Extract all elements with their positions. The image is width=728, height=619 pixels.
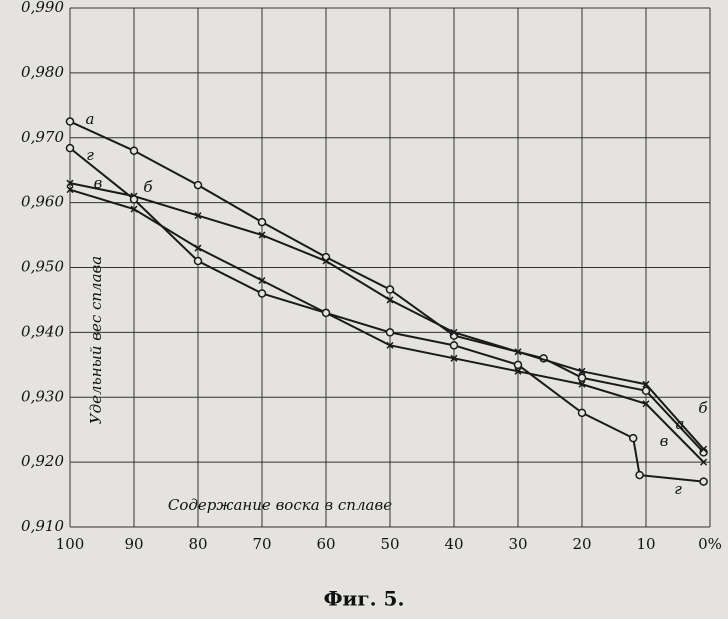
y-tick-label: 0,950 xyxy=(21,258,64,276)
point xyxy=(514,367,522,375)
x-tick-label: 90 xyxy=(124,535,143,553)
x-tick-label: 20 xyxy=(572,535,591,553)
point xyxy=(129,146,139,155)
series-line xyxy=(69,147,704,483)
x-tick-label: 40 xyxy=(444,535,463,553)
point xyxy=(577,408,587,418)
x-tick-label: 100 xyxy=(56,535,85,553)
point xyxy=(513,360,523,370)
point xyxy=(641,386,651,396)
point xyxy=(578,367,586,375)
series-label: а xyxy=(86,110,95,128)
x-axis-label: Содержание воска в сплаве xyxy=(168,496,392,514)
y-tick-label: 0,990 xyxy=(21,0,64,16)
point xyxy=(449,341,459,350)
point xyxy=(65,143,75,153)
x-tick-label: 70 xyxy=(252,535,271,553)
point xyxy=(386,296,394,304)
point xyxy=(386,341,394,349)
y-tick-label: 0,940 xyxy=(21,322,64,340)
point xyxy=(635,470,644,480)
point xyxy=(130,205,138,213)
point xyxy=(65,117,75,126)
point xyxy=(700,458,708,466)
chart-title: Фиг. 5. xyxy=(324,587,405,611)
point xyxy=(66,179,74,187)
point xyxy=(129,195,139,204)
point xyxy=(577,373,587,383)
x-tick-label: 60 xyxy=(316,535,335,553)
point xyxy=(321,308,331,318)
point xyxy=(699,477,708,486)
x-tick-label: 30 xyxy=(508,535,527,553)
series-label: г xyxy=(674,480,682,498)
point xyxy=(322,257,330,265)
point xyxy=(258,231,266,239)
x-tick-label: 50 xyxy=(380,535,399,553)
x-tick-label: 0% xyxy=(698,535,722,553)
y-tick-label: 0,970 xyxy=(21,128,64,146)
series-label: б xyxy=(698,399,708,417)
point xyxy=(194,212,202,220)
point xyxy=(193,256,203,266)
point xyxy=(193,180,203,190)
y-tick-label: 0,980 xyxy=(21,63,64,81)
point xyxy=(66,186,74,194)
y-tick-label: 0,920 xyxy=(21,452,64,470)
series-label: в xyxy=(94,174,103,192)
point xyxy=(257,289,267,298)
series-label: б xyxy=(143,178,153,196)
point xyxy=(700,445,708,453)
point xyxy=(642,380,650,388)
point xyxy=(642,400,650,408)
point xyxy=(578,380,586,388)
y-tick-label: 0,910 xyxy=(21,517,64,535)
x-tick-label: 10 xyxy=(636,535,655,553)
y-tick-label: 0,930 xyxy=(21,387,64,405)
point xyxy=(194,244,202,252)
point xyxy=(385,285,395,294)
series-label: в xyxy=(660,432,669,450)
y-axis-label: Удельный вес сплава xyxy=(87,256,105,424)
point xyxy=(450,354,458,362)
point xyxy=(385,328,395,337)
point xyxy=(257,217,267,227)
series-label: г xyxy=(86,146,94,164)
point xyxy=(628,433,638,443)
y-tick-label: 0,960 xyxy=(21,193,64,211)
point xyxy=(450,328,458,336)
point xyxy=(514,348,522,356)
x-tick-label: 80 xyxy=(188,535,207,553)
point xyxy=(258,276,266,285)
